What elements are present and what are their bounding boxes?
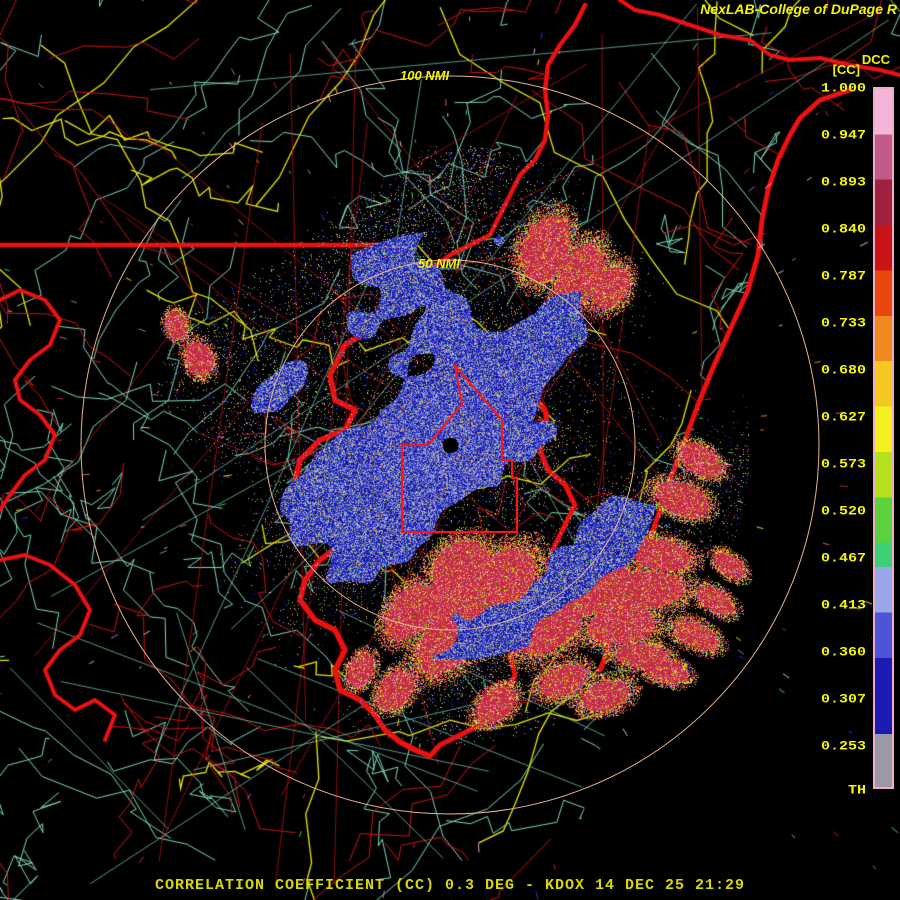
svg-text:100 NMI: 100 NMI (400, 68, 450, 83)
svg-text:50 NMI: 50 NMI (418, 256, 460, 271)
